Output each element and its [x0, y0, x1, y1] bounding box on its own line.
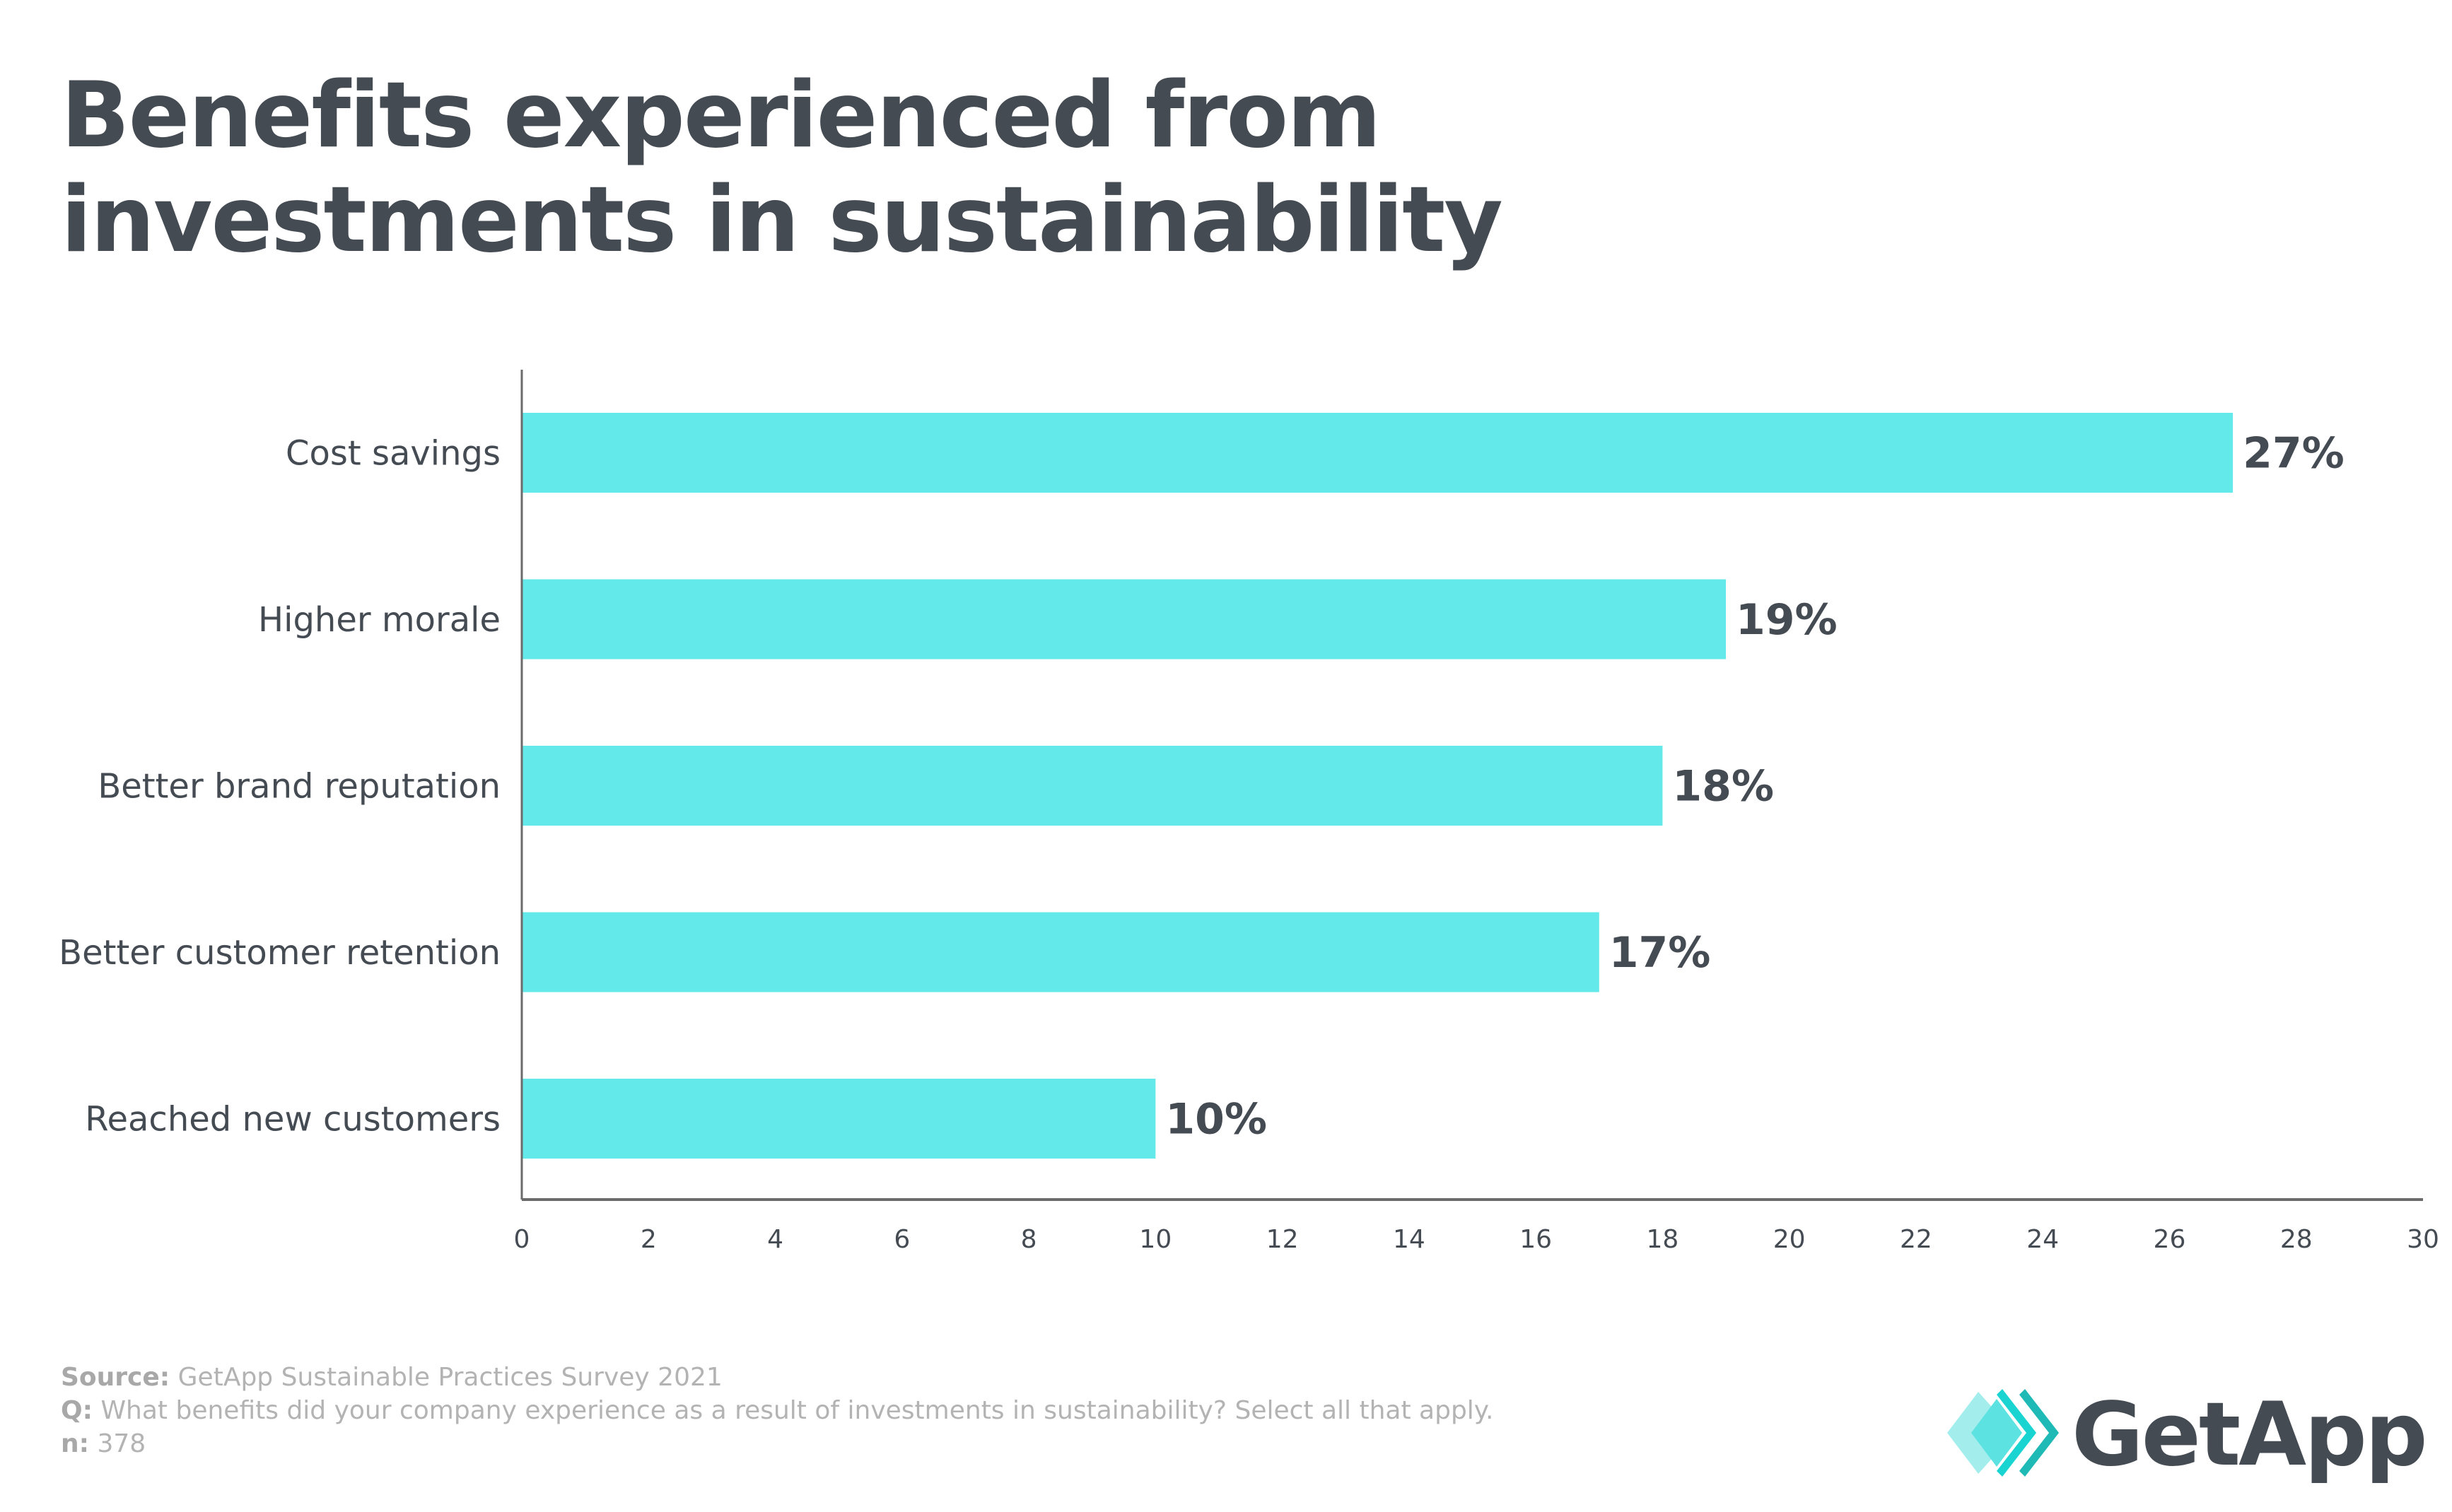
source-line: Source: GetApp Sustainable Practices Sur… — [61, 1361, 1493, 1394]
source-text: GetApp Sustainable Practices Survey 2021 — [177, 1363, 723, 1392]
chart-title: Benefits experienced from investments in… — [61, 63, 1503, 273]
source-label: Source: — [61, 1363, 170, 1392]
data-label: 27% — [2243, 429, 2345, 479]
chart-title-line-2: investments in sustainability — [61, 168, 1503, 273]
category-label: Reached new customers — [85, 1100, 501, 1139]
getapp-chevrons-icon — [1947, 1389, 2059, 1477]
bar-chart: Cost savings Higher morale Better brand re… — [59, 370, 2439, 1254]
x-tick-label: 12 — [1266, 1225, 1299, 1254]
category-label: Better customer retention — [59, 933, 501, 973]
x-tick-label: 22 — [1900, 1225, 1932, 1254]
sample-size-line: n: 378 — [61, 1427, 1493, 1460]
x-tick-label: 4 — [767, 1225, 783, 1254]
bar — [522, 912, 1599, 992]
x-tick-label: 24 — [2026, 1225, 2059, 1254]
data-labels: 27% 19% 18% 17% 10% — [1165, 429, 2344, 1144]
getapp-logo-text: GetApp — [2072, 1384, 2428, 1486]
x-tick-label: 14 — [1393, 1225, 1425, 1254]
x-tick-label: 8 — [1021, 1225, 1037, 1254]
x-tick-label: 2 — [641, 1225, 657, 1254]
data-label: 10% — [1165, 1095, 1267, 1144]
bar — [522, 746, 1663, 826]
chart-footer: Source: GetApp Sustainable Practices Sur… — [61, 1361, 1493, 1460]
question-text: What benefits did your company experienc… — [100, 1396, 1494, 1425]
bar — [522, 413, 2234, 493]
sample-size-label: n: — [61, 1429, 90, 1458]
data-label: 18% — [1672, 762, 1774, 811]
chart-title-line-1: Benefits experienced from — [61, 63, 1382, 168]
category-labels: Cost savings Higher morale Better brand re… — [59, 434, 501, 1139]
bar — [522, 1079, 1156, 1159]
getapp-logo: GetApp — [1946, 1382, 2428, 1495]
sample-size-value: 378 — [97, 1429, 146, 1458]
category-label: Higher morale — [258, 600, 501, 640]
x-tick-label: 30 — [2407, 1225, 2439, 1254]
x-tick-label: 26 — [2154, 1225, 2186, 1254]
category-label: Cost savings — [286, 434, 501, 474]
data-label: 17% — [1609, 928, 1711, 978]
x-tick-label: 16 — [1519, 1225, 1552, 1254]
data-label: 19% — [1736, 595, 1838, 645]
question-line: Q: What benefits did your company experi… — [61, 1394, 1493, 1427]
x-tick-label: 0 — [514, 1225, 530, 1254]
x-axis-tick-labels: 0 2 4 6 8 10 12 14 16 18 20 22 24 26 28 30 — [514, 1225, 2439, 1254]
question-label: Q: — [61, 1396, 93, 1425]
category-label: Better brand reputation — [98, 767, 501, 807]
x-tick-label: 28 — [2280, 1225, 2313, 1254]
x-tick-label: 10 — [1139, 1225, 1172, 1254]
x-tick-label: 20 — [1773, 1225, 1806, 1254]
x-tick-label: 6 — [894, 1225, 910, 1254]
bars-group — [522, 413, 2234, 1159]
bar — [522, 579, 1727, 660]
x-tick-label: 18 — [1646, 1225, 1679, 1254]
